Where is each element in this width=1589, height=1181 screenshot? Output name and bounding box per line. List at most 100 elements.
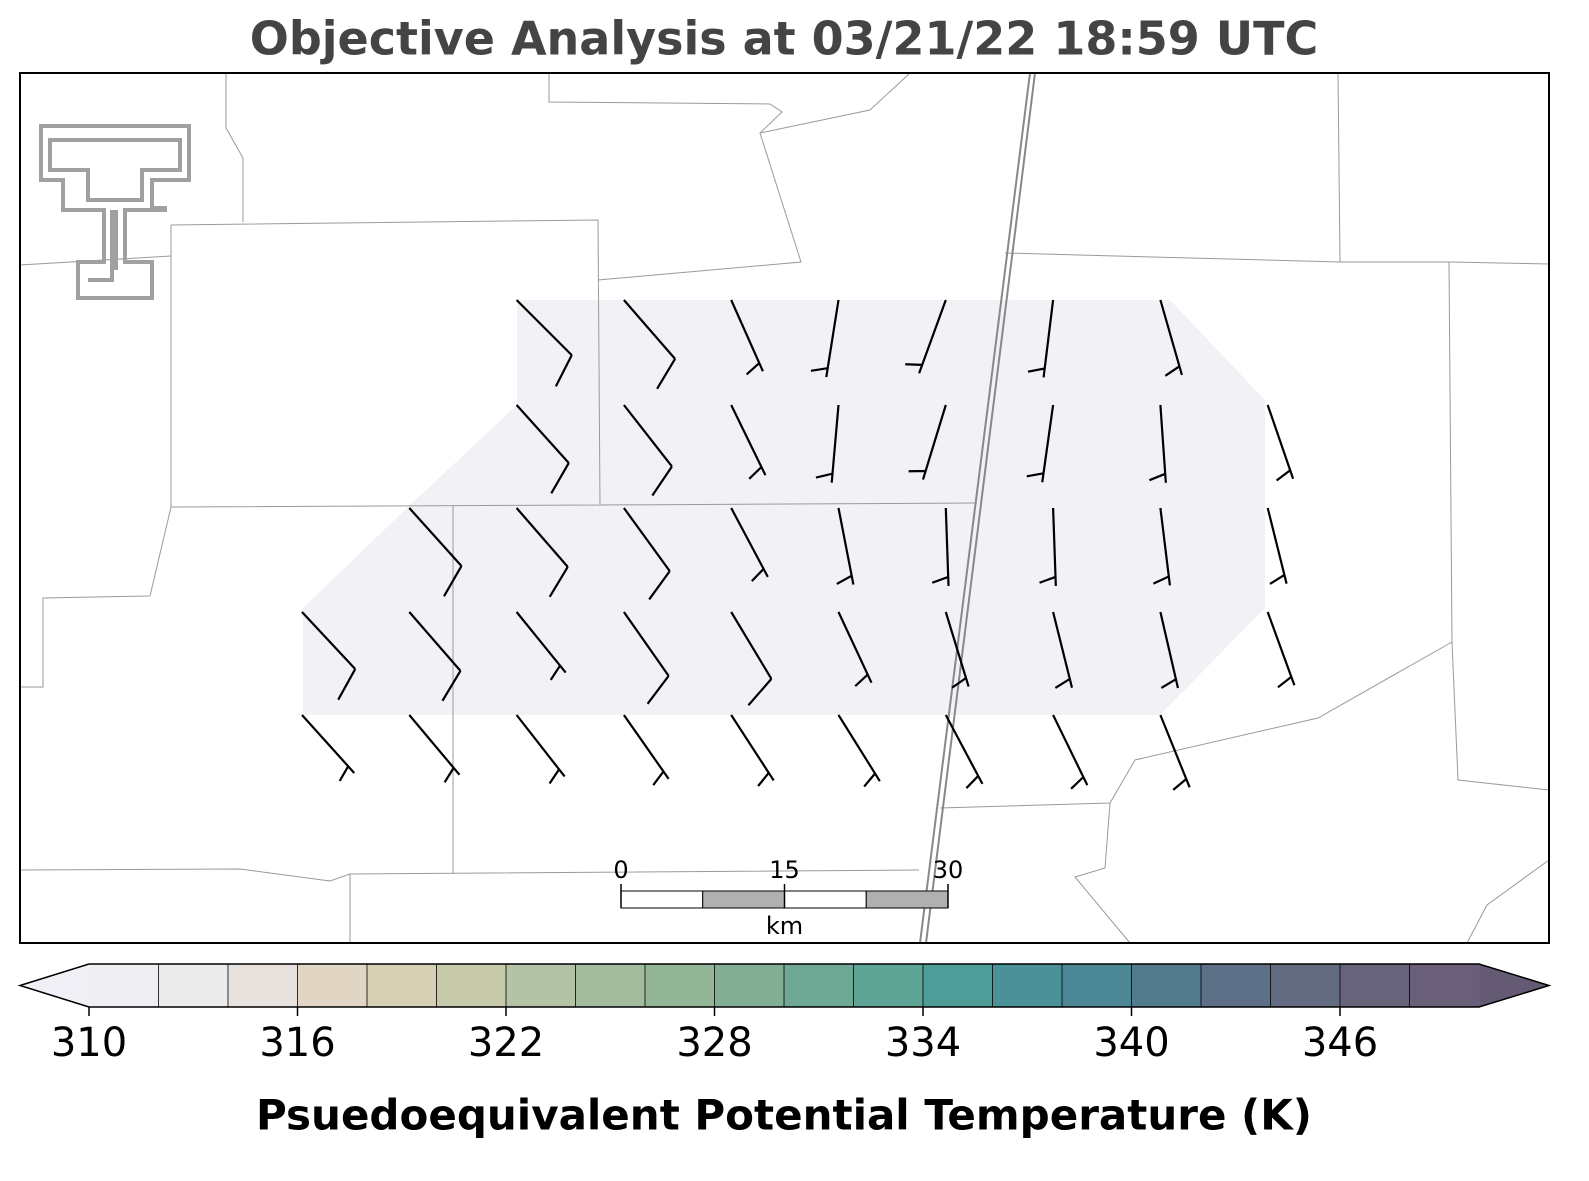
colorbar-segment — [158, 964, 229, 1007]
county-line — [1448, 261, 1550, 791]
map: 0 15 30 km — [19, 72, 1550, 944]
county-line — [1074, 802, 1131, 944]
logo-outline — [39, 124, 191, 300]
wind-barb — [730, 714, 775, 787]
wind-barb — [1149, 404, 1167, 483]
wind-barb — [408, 714, 461, 783]
logo-stem — [88, 210, 118, 282]
wind-barb — [623, 507, 671, 601]
county-line — [225, 73, 244, 222]
wind-barb — [1159, 299, 1183, 377]
wind-barb — [408, 507, 463, 597]
wind-barb — [931, 507, 950, 586]
wind-barb — [515, 714, 566, 785]
colorbar-under — [18, 963, 90, 1008]
scale-segment — [865, 890, 949, 909]
colorbar-label: Psuedoequivalent Potential Temperature (… — [256, 1091, 1312, 1140]
scale-unit: km — [766, 912, 803, 940]
wind-barb — [301, 714, 356, 782]
colorbar-segment — [1201, 964, 1271, 1007]
scale-bar: 0 15 30 km — [613, 856, 963, 940]
wind-barb — [515, 507, 569, 598]
scale-label: 15 — [769, 856, 800, 884]
map-frame — [19, 72, 1550, 944]
colorbar-tick-label: 346 — [1302, 1020, 1378, 1066]
colorbar-segment — [297, 964, 368, 1007]
colorbar-segment — [992, 964, 1063, 1007]
wind-barb — [908, 404, 947, 480]
wind-barb — [837, 714, 881, 788]
colorbar: 310 316 322 328 334 340 346 — [17, 963, 1552, 1066]
county-line — [759, 72, 911, 134]
wind-barb — [515, 299, 573, 387]
wind-barb — [1052, 611, 1074, 689]
county-lines — [19, 72, 1550, 944]
county-line — [1004, 252, 1550, 265]
wind-barb — [301, 611, 357, 701]
colorbar-segment — [228, 964, 298, 1007]
wind-barb — [1039, 507, 1057, 586]
colorbar-segment — [1270, 964, 1341, 1007]
county-line — [548, 73, 802, 281]
county-line — [939, 641, 1453, 809]
wind-barb — [730, 404, 767, 480]
wind-barb — [623, 404, 673, 497]
wind-barbs — [301, 299, 1296, 791]
scale-label: 0 — [613, 856, 628, 884]
colorbar-segment — [784, 964, 854, 1007]
wind-barb — [622, 714, 670, 786]
colorbar-segment — [506, 964, 576, 1007]
wind-barb — [730, 507, 769, 582]
colorbar-segment — [714, 964, 785, 1007]
scale-segment — [702, 890, 785, 909]
wind-barb — [944, 714, 984, 789]
scale-label: 30 — [933, 856, 964, 884]
wind-barb — [836, 507, 855, 585]
colorbar-tick-label: 310 — [51, 1020, 127, 1066]
colorbar-segment — [1340, 964, 1410, 1007]
colorbar-segment — [645, 964, 715, 1007]
logo — [39, 124, 191, 300]
wind-barb — [408, 611, 462, 702]
colorbar-segment — [367, 964, 437, 1007]
colorbar-segment — [575, 964, 646, 1007]
colorbar-segment — [1409, 964, 1480, 1007]
wind-barb — [944, 611, 970, 689]
colorbar-tick-label: 340 — [1093, 1020, 1169, 1066]
scale-segment — [784, 890, 867, 909]
wind-barb — [810, 299, 840, 378]
wind-barb — [1152, 507, 1172, 586]
wind-barb — [1026, 404, 1055, 483]
colorbar-over — [1478, 963, 1551, 1008]
wind-barb — [1159, 714, 1191, 791]
county-line — [599, 502, 976, 506]
logo-inner — [48, 138, 182, 202]
wind-barb — [515, 611, 567, 681]
colorbar-segment — [1062, 964, 1132, 1007]
wind-barb — [1266, 507, 1288, 585]
colorbar-tick-label: 328 — [676, 1020, 752, 1066]
colorbar-tick-label: 334 — [885, 1020, 961, 1066]
road — [925, 72, 1036, 944]
wind-barb — [905, 299, 947, 374]
wind-barb — [515, 404, 570, 494]
title: Objective Analysis at 03/21/22 18:59 UTC — [250, 12, 1319, 66]
wind-barb — [837, 611, 873, 687]
colorbar-segment — [853, 964, 924, 1007]
colorbar-tick-label: 316 — [259, 1020, 335, 1066]
colorbar-segment — [923, 964, 993, 1007]
wind-barb — [1027, 299, 1055, 378]
colorbar-segment — [89, 964, 159, 1007]
road — [919, 72, 1031, 944]
county-line — [19, 868, 920, 882]
wind-barb — [1266, 611, 1296, 689]
wind-barb — [1159, 611, 1180, 689]
wind-barb — [815, 404, 840, 483]
colorbar-segment — [436, 964, 507, 1007]
wind-barb — [623, 299, 677, 390]
scale-segment — [620, 890, 704, 909]
wind-barb — [730, 611, 773, 706]
wind-barb — [1266, 404, 1295, 482]
colorbar-tick-label: 322 — [468, 1020, 544, 1066]
